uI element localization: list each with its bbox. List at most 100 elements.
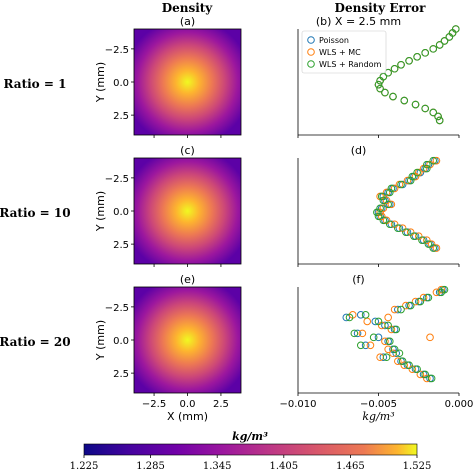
y-tick-label: −2.5	[105, 174, 129, 185]
data-point	[374, 212, 383, 221]
data-point	[374, 333, 383, 342]
y-tick-label: 0.0	[113, 78, 129, 89]
heatmap-panel-label: (a)	[180, 15, 195, 28]
data-point	[405, 57, 413, 65]
data-point	[410, 232, 418, 240]
data-point	[361, 311, 370, 319]
colorbar-bar	[83, 443, 418, 456]
col-title-density-error: Density Error	[335, 1, 427, 15]
data-point	[379, 353, 388, 362]
data-point	[390, 345, 399, 354]
data-point	[342, 313, 351, 322]
legend-entry: WLS + MC	[319, 48, 361, 57]
legend-box	[301, 30, 387, 74]
data-point	[374, 80, 383, 89]
data-point	[423, 164, 431, 173]
data-point	[345, 313, 354, 322]
error-panel-3: (f) −0.010 −0.005 0.000 kg/m³	[279, 273, 473, 423]
data-point	[416, 297, 425, 306]
x-tick-label: −2.5	[142, 399, 166, 410]
data-point	[424, 240, 433, 248]
error-panel-1: (b) X = 2.5 mm Poisson WLS + MC WLS + Rando…	[297, 15, 460, 138]
data-point	[353, 329, 362, 338]
heatmap-image	[134, 29, 241, 135]
series-wls-random	[373, 156, 438, 252]
error-panel-label: (b) X = 2.5 mm	[316, 15, 401, 28]
x-axis-label: X (mm)	[167, 410, 208, 423]
data-point	[440, 37, 449, 45]
data-point	[427, 374, 436, 383]
data-point	[392, 349, 401, 358]
colorbar: kg/m³ 1.225 1.285 1.345 1.405 1.465 1.525	[70, 430, 432, 472]
data-point	[421, 104, 429, 113]
data-point	[390, 184, 399, 193]
data-point	[402, 228, 410, 236]
heatmap-image	[134, 158, 241, 264]
data-point	[429, 108, 438, 117]
data-point	[437, 288, 446, 297]
y-tick-label: 2.5	[113, 111, 129, 122]
heatmap-panel-label: (c)	[180, 144, 195, 157]
heatmap-panel-3: (e) Y (mm) −2.5 0.0 2.5 −2.5 0.0 2.5 X (mm)	[94, 273, 242, 423]
colorbar-tick-label: 1.525	[403, 461, 432, 472]
series-wls-random	[374, 25, 460, 125]
data-point	[382, 196, 391, 205]
y-tick-label: 0.0	[113, 207, 129, 218]
data-point	[390, 64, 399, 73]
heatmap-panel-2: (c) Y (mm) −2.5 0.0 2.5	[94, 144, 242, 267]
data-point	[379, 216, 388, 225]
data-point	[385, 188, 394, 197]
legend: Poisson WLS + MC WLS + Random	[301, 30, 387, 74]
data-point	[356, 341, 365, 350]
data-point	[389, 92, 397, 101]
data-point	[432, 156, 441, 165]
data-point	[411, 297, 420, 306]
data-point	[392, 325, 401, 334]
heatmap-panel-label: (e)	[180, 273, 195, 286]
data-point	[377, 192, 386, 201]
data-point	[423, 160, 431, 169]
y-tick-label: −2.5	[105, 45, 129, 56]
data-point	[356, 311, 365, 319]
colorbar-tick-label: 1.465	[336, 461, 365, 472]
data-point	[371, 317, 380, 326]
data-point	[397, 60, 405, 69]
data-point	[382, 188, 391, 197]
data-point	[373, 208, 381, 217]
row-label-ratio-10: Ratio = 10	[0, 206, 71, 220]
data-point	[397, 180, 405, 189]
data-point	[363, 317, 372, 326]
data-point	[429, 45, 438, 53]
data-point	[369, 333, 378, 342]
data-point	[402, 301, 410, 310]
heatmap-panel-1: (a) Y (mm) −2.5 0.0 2.5	[94, 15, 242, 138]
data-point	[400, 96, 409, 105]
colorbar-tick-label: 1.345	[203, 461, 232, 472]
error-panel-2: (d)	[297, 144, 460, 267]
data-point	[413, 168, 421, 177]
y-tick-label: 2.5	[113, 369, 129, 380]
data-point	[429, 156, 438, 165]
data-point	[376, 208, 384, 217]
x-axis-label: kg/m³	[362, 410, 394, 423]
data-point	[381, 321, 389, 330]
panels: (a) Y (mm) −2.5 0.0 2.5 (b) X = 2.5 mm Poisson…	[94, 15, 473, 423]
data-point	[395, 349, 404, 358]
data-point	[423, 236, 431, 244]
data-point	[387, 200, 396, 209]
y-axis-label: Y (mm)	[94, 62, 107, 103]
data-point	[405, 361, 413, 369]
series-wls-mc	[374, 25, 460, 125]
data-point	[350, 329, 359, 338]
legend-marker	[307, 36, 315, 44]
data-point	[376, 84, 384, 93]
legend-marker	[307, 48, 315, 56]
legend-entry: WLS + Random	[319, 60, 382, 69]
y-axis-label: Y (mm)	[94, 320, 107, 361]
x-tick-label: 0.0	[180, 399, 196, 410]
data-point	[381, 88, 389, 97]
data-point	[435, 116, 444, 125]
row-label-ratio-1: Ratio = 1	[4, 77, 67, 91]
colorbar-label: kg/m³	[232, 430, 268, 443]
